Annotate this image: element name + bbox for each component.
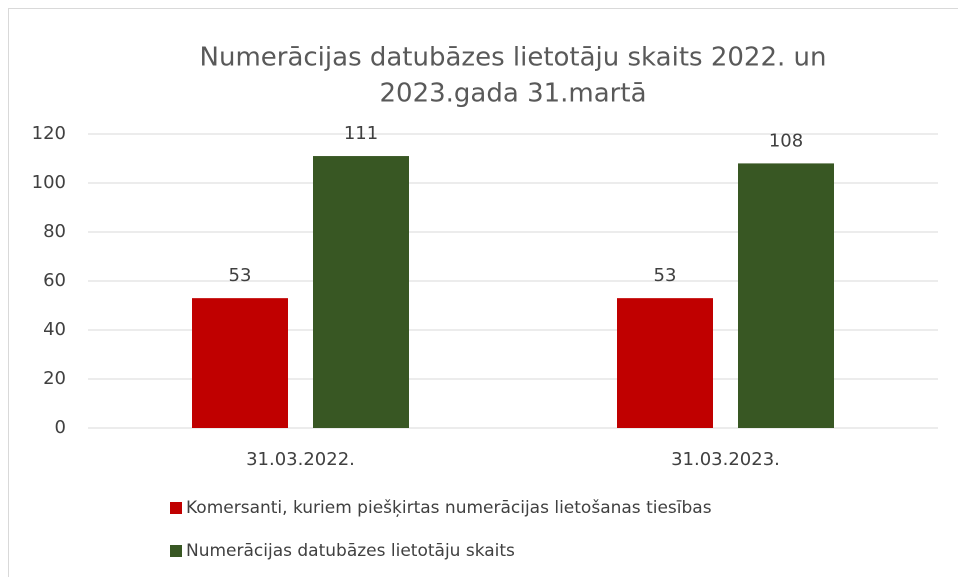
y-tick-label: 80 (43, 221, 66, 242)
bar (738, 163, 834, 428)
bar (617, 298, 713, 428)
y-tick-label: 120 (32, 123, 66, 144)
chart-title: Numerācijas datubāzes lietotāju skaits 2… (200, 43, 827, 73)
bar (192, 298, 288, 428)
legend-label: Numerācijas datubāzes lietotāju skaits (186, 541, 515, 561)
y-tick-label: 100 (32, 172, 66, 193)
data-label: 108 (769, 130, 803, 151)
y-tick-label: 60 (43, 270, 66, 291)
bar (313, 156, 409, 429)
data-label: 53 (654, 265, 677, 286)
y-tick-label: 20 (43, 368, 66, 389)
data-label: 53 (229, 265, 252, 286)
y-tick-label: 0 (55, 417, 66, 438)
legend-label: Komersanti, kuriem piešķirtas numerācija… (186, 498, 712, 518)
legend-swatch (170, 502, 182, 514)
data-label: 111 (344, 123, 378, 144)
y-tick-label: 40 (43, 319, 66, 340)
x-tick-label: 31.03.2023. (671, 449, 780, 470)
x-tick-label: 31.03.2022. (246, 449, 355, 470)
legend-swatch (170, 545, 182, 557)
chart-title: 2023.gada 31.martā (380, 79, 647, 109)
